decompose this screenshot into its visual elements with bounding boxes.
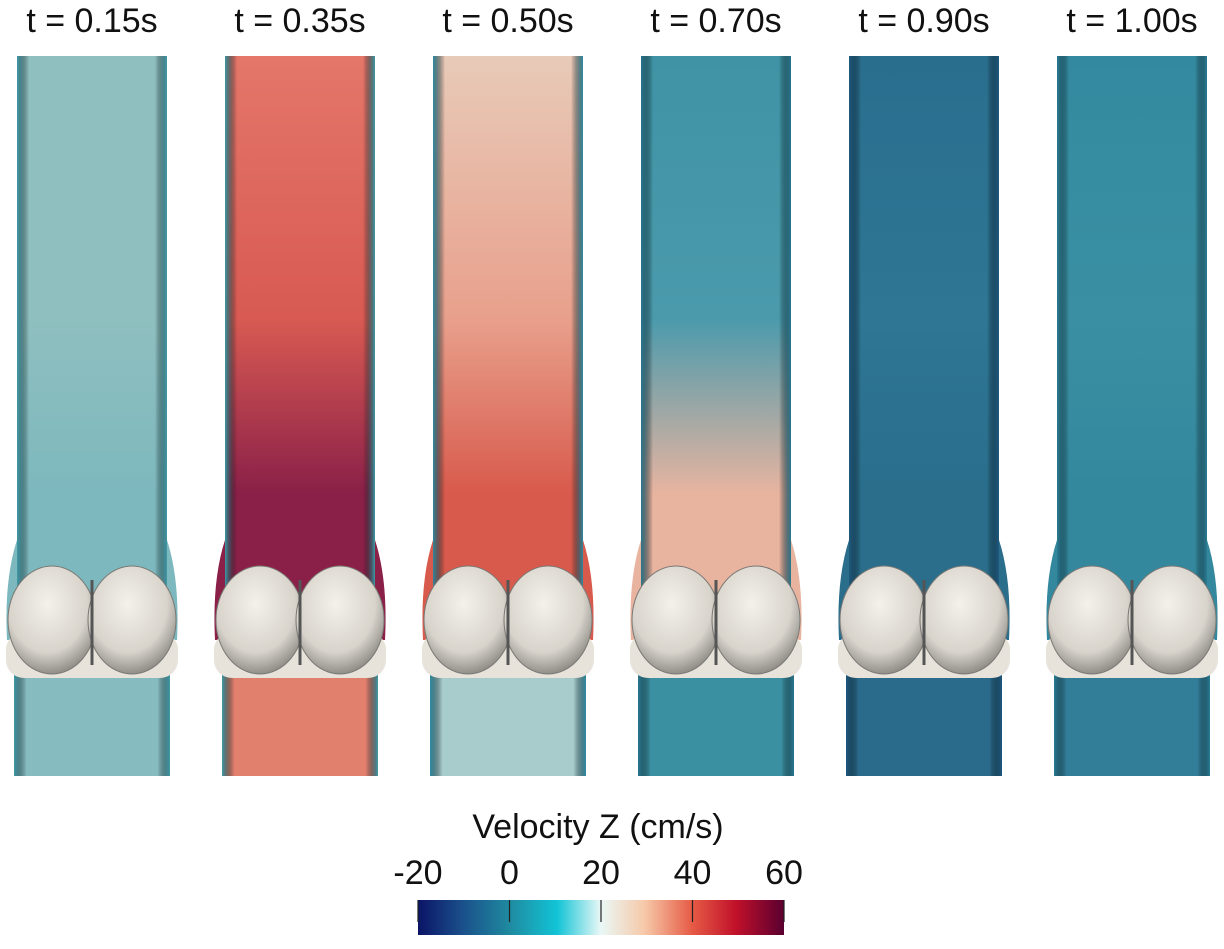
tube-wall bbox=[849, 56, 999, 640]
leaflet bbox=[839, 565, 929, 675]
leaflet bbox=[295, 565, 385, 675]
leaflet bbox=[631, 565, 721, 675]
tube-wall bbox=[17, 56, 167, 640]
panel: t = 0.15s bbox=[6, 2, 178, 776]
panel-title: t = 0.15s bbox=[26, 2, 157, 40]
colorbar-tick-label: 40 bbox=[674, 854, 712, 892]
colorbar-ticks: -20 0 20 40 60 bbox=[393, 854, 803, 922]
tube-wall bbox=[433, 56, 583, 640]
colorbar-tick-label: 0 bbox=[500, 854, 519, 892]
colorbar-tick-label: 20 bbox=[582, 854, 620, 892]
leaflet bbox=[1127, 565, 1217, 675]
panel: t = 0.70s bbox=[630, 2, 802, 776]
tube-wall bbox=[641, 56, 791, 640]
leaflet bbox=[215, 565, 305, 675]
leaflet bbox=[423, 565, 513, 675]
panel-title: t = 0.35s bbox=[234, 2, 365, 40]
panel-title: t = 0.50s bbox=[442, 2, 573, 40]
panel: t = 0.50s bbox=[422, 2, 594, 776]
panel-title: t = 0.90s bbox=[858, 2, 989, 40]
colorbar-tick-label: 60 bbox=[765, 854, 803, 892]
leaflet bbox=[87, 565, 177, 675]
leaflet bbox=[919, 565, 1009, 675]
panel: t = 0.35s bbox=[214, 2, 386, 776]
tube-wall bbox=[225, 56, 375, 640]
leaflet bbox=[503, 565, 593, 675]
leaflet bbox=[7, 565, 97, 675]
leaflet bbox=[711, 565, 801, 675]
panel-title: t = 0.70s bbox=[650, 2, 781, 40]
panels: t = 0.15s t = 0.35s t = 0.50s t = 0.70s t = … bbox=[6, 2, 1218, 776]
panel: t = 0.90s bbox=[838, 2, 1010, 776]
colorbar-title: Velocity Z (cm/s) bbox=[472, 808, 723, 846]
tube-wall bbox=[1057, 56, 1207, 640]
panel-title: t = 1.00s bbox=[1066, 2, 1197, 40]
leaflet bbox=[1047, 565, 1137, 675]
panel: t = 1.00s bbox=[1046, 2, 1218, 776]
colorbar-tick-label: -20 bbox=[393, 854, 442, 892]
